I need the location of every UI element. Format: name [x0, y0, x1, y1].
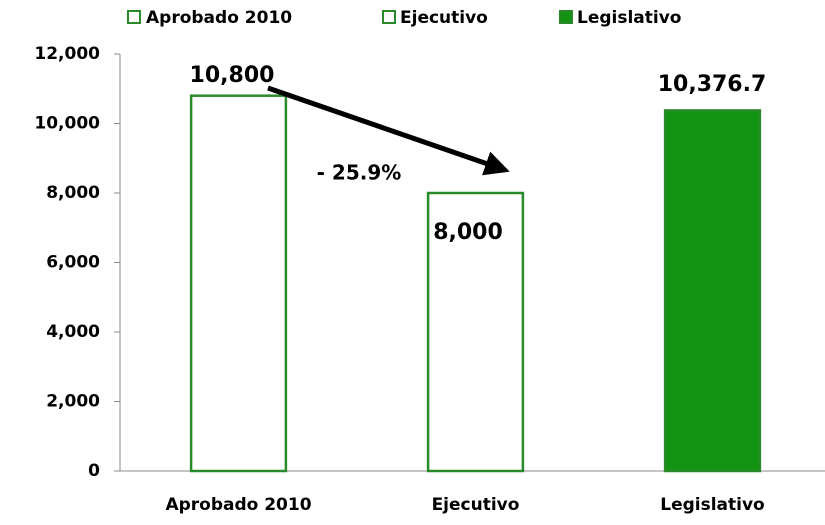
arrow: [267, 85, 510, 176]
x-tick-label: Aprobado 2010: [165, 495, 311, 515]
legend-label: Ejecutivo: [400, 8, 488, 28]
x-tick-label: Ejecutivo: [432, 495, 520, 515]
y-tick-label: 2,000: [46, 392, 100, 412]
y-tick-label: 8,000: [46, 183, 100, 203]
legend-swatch: [127, 10, 141, 24]
value-label: 8,000: [433, 220, 503, 245]
value-label: 10,800: [190, 63, 275, 88]
legend-label: Aprobado 2010: [146, 8, 292, 28]
bar: [189, 94, 288, 473]
y-tick-label: 0: [88, 461, 100, 481]
y-tick-label: 10,000: [34, 114, 100, 134]
legend-label: Legislativo: [577, 8, 682, 28]
y-tick-label: 4,000: [46, 322, 100, 342]
bar: [663, 109, 762, 473]
annotation: - 25.9%: [317, 161, 402, 185]
y-tick-label: 6,000: [46, 253, 100, 273]
x-tick-label: Legislativo: [660, 495, 765, 515]
bar: [426, 191, 525, 473]
value-label: 10,376.7: [658, 72, 767, 97]
y-tick-label: 12,000: [34, 44, 100, 64]
legend-swatch: [382, 10, 396, 24]
legend-swatch: [559, 10, 573, 24]
